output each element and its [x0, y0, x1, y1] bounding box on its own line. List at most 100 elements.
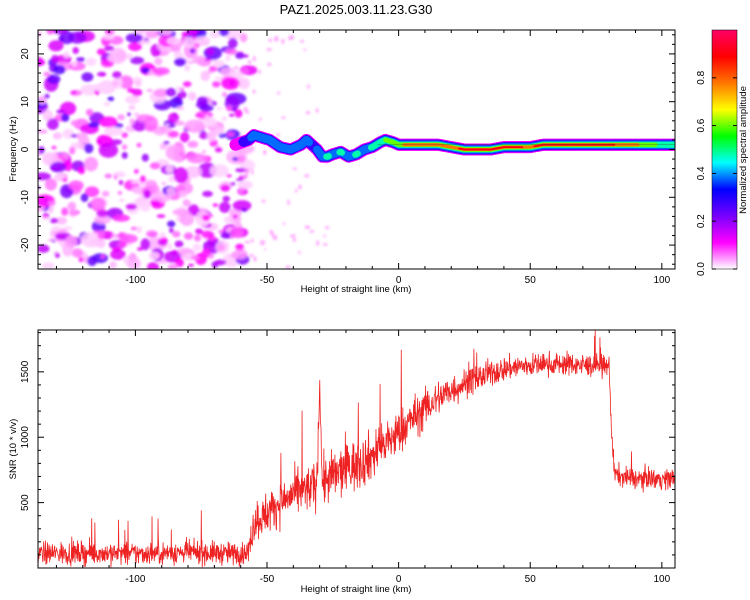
- noise-blob: [146, 89, 153, 92]
- noise-blob: [201, 150, 207, 154]
- noise-speck: [282, 222, 286, 225]
- noise-blob: [76, 57, 85, 62]
- noise-blob: [131, 185, 143, 194]
- noise-blob: [103, 126, 123, 136]
- noise-blob: [70, 142, 86, 149]
- noise-blob: [159, 232, 167, 239]
- noise-speck: [276, 133, 280, 137]
- noise-blob: [201, 248, 211, 258]
- noise-blob: [121, 144, 128, 150]
- noise-speck: [287, 199, 290, 206]
- noise-blob: [84, 143, 94, 154]
- noise-blob: [182, 199, 191, 207]
- noise-blob: [183, 232, 194, 240]
- noise-blob: [173, 51, 184, 60]
- noise-blob: [183, 36, 195, 48]
- noise-blob: [112, 171, 126, 178]
- noise-blob: [219, 201, 231, 213]
- noise-blob: [136, 142, 142, 148]
- noise-blob: [187, 60, 195, 64]
- noise-blob: [223, 216, 233, 224]
- noise-blob: [38, 146, 45, 155]
- figure-title: PAZ1.2025.003.11.23.G30: [280, 2, 433, 17]
- noise-blob: [231, 249, 248, 260]
- noise-blob: [51, 145, 57, 150]
- noise-blob: [107, 96, 115, 102]
- noise-blob: [204, 114, 211, 122]
- noise-blob: [64, 188, 70, 193]
- noise-blob: [46, 118, 59, 130]
- noise-blob: [166, 37, 181, 45]
- noise-blob: [226, 131, 235, 137]
- noise-blob: [48, 206, 54, 214]
- noise-blob: [167, 130, 179, 138]
- noise-blob: [165, 87, 177, 97]
- noise-blob: [102, 34, 115, 40]
- noise-blob: [121, 151, 128, 159]
- noise-speck: [303, 174, 310, 178]
- snr-panel: -100 -50 0 50 100 500 1000 1500 Height of strai…: [8, 329, 676, 595]
- noise-blob: [85, 108, 94, 116]
- noise-blob: [87, 255, 97, 267]
- noise-blob: [67, 201, 77, 211]
- noise-speck: [263, 149, 267, 156]
- noise-blob: [111, 80, 119, 88]
- noise-blob: [194, 35, 211, 45]
- noise-blob: [241, 207, 248, 212]
- noise-blob: [143, 189, 152, 199]
- colorbar-tick-label: 0.8: [696, 70, 707, 84]
- noise-blob: [62, 177, 68, 183]
- spectrogram-x-tick-label: 100: [653, 275, 670, 286]
- noise-blob: [90, 197, 106, 210]
- noise-blob: [112, 71, 122, 79]
- noise-blob: [210, 164, 229, 178]
- signal-segment: [324, 153, 332, 160]
- noise-blob: [125, 95, 140, 104]
- noise-blob: [192, 55, 206, 64]
- noise-blob: [212, 203, 219, 207]
- noise-blob: [48, 40, 64, 52]
- noise-blob: [201, 230, 215, 239]
- noise-blob: [167, 263, 178, 269]
- noise-blob: [233, 214, 238, 219]
- noise-blob: [169, 227, 174, 234]
- noise-speck: [244, 168, 250, 174]
- noise-blob: [214, 146, 223, 153]
- noise-speck: [244, 240, 251, 244]
- noise-blob: [234, 66, 239, 70]
- noise-blob: [112, 233, 120, 239]
- signal-segment: [303, 137, 314, 147]
- noise-blob: [179, 212, 194, 226]
- noise-blob: [119, 198, 125, 202]
- noise-blob: [52, 132, 63, 140]
- noise-blob: [186, 153, 207, 164]
- noise-speck: [300, 39, 305, 43]
- noise-speck: [323, 234, 327, 238]
- noise-speck: [277, 91, 280, 95]
- noise-blob: [226, 174, 232, 178]
- noise-blob: [117, 114, 125, 121]
- noise-blob: [103, 102, 111, 106]
- noise-blob: [71, 248, 84, 258]
- noise-blob: [238, 77, 250, 90]
- noise-blob: [141, 153, 149, 162]
- noise-blob: [99, 116, 118, 128]
- noise-blob: [50, 161, 67, 173]
- noise-speck: [253, 256, 257, 262]
- noise-blob: [165, 123, 169, 127]
- noise-blob: [117, 240, 128, 248]
- noise-blob: [166, 186, 176, 197]
- spectrogram-xlabel: Height of straight line (km): [301, 284, 412, 295]
- noise-blob: [225, 55, 231, 61]
- noise-blob: [72, 47, 79, 54]
- noise-blob: [232, 227, 243, 239]
- noise-blob: [148, 251, 160, 260]
- noise-speck: [298, 184, 302, 190]
- noise-blob: [150, 200, 162, 206]
- noise-blob: [85, 57, 97, 66]
- noise-speck: [258, 69, 262, 74]
- snr-ticks: -100 -50 0 50 100 500 1000 1500: [20, 330, 675, 585]
- noise-blob: [68, 61, 86, 71]
- noise-blob: [38, 95, 47, 105]
